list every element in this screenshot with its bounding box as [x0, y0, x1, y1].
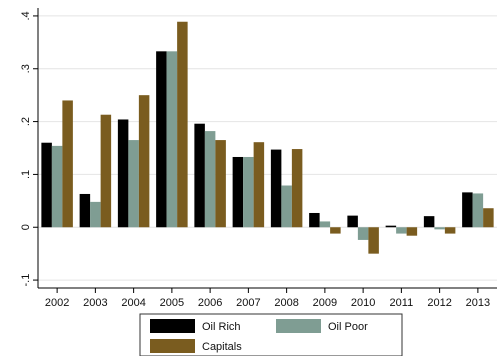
- axes: -.1 0 .1 .2 .3 .4 2002 2003 2004 2005 2006 2007 2008…: [20, 8, 497, 309]
- bar-capitals-2010: [368, 227, 379, 254]
- legend: Oil Rich Oil Poor Capitals: [139, 313, 403, 356]
- bars: [41, 21, 494, 254]
- bar-oil-rich-2012: [423, 216, 435, 228]
- x-tick-label: 2004: [121, 297, 145, 309]
- bar-oil-rich-2004: [117, 119, 129, 228]
- bar-oil-rich-2003: [79, 193, 91, 228]
- x-tick-label: 2010: [351, 297, 375, 309]
- y-tick-label: .2: [20, 117, 32, 126]
- y-tick-label: 0: [20, 224, 32, 230]
- x-tick-label: 2012: [427, 297, 451, 309]
- legend-label: Oil Rich: [202, 321, 241, 333]
- bar-oil-rich-2013: [462, 192, 473, 228]
- bar-capitals-2008: [291, 149, 303, 228]
- bar-oil-poor-2012: [434, 227, 445, 230]
- bar-oil-poor-2005: [166, 51, 178, 228]
- bar-oil-poor-2013: [472, 193, 484, 228]
- bar-capitals-2007: [253, 142, 265, 228]
- bar-capitals-2009: [330, 227, 341, 234]
- legend-swatch-oil-rich: [150, 319, 195, 333]
- gridlines: [38, 15, 497, 281]
- bar-oil-rich-2009: [309, 212, 320, 228]
- x-tick-label: 2009: [313, 297, 337, 309]
- bar-oil-poor-2003: [90, 201, 101, 228]
- legend-swatch-oil-poor: [276, 319, 321, 333]
- bar-oil-rich-2011: [385, 225, 397, 228]
- bar-oil-rich-2008: [270, 149, 282, 228]
- bar-capitals-2012: [444, 227, 456, 234]
- y-tick-label: -.1: [20, 274, 32, 287]
- bar-capitals-2006: [215, 140, 226, 228]
- bar-oil-rich-2005: [156, 51, 167, 228]
- bar-oil-rich-2007: [232, 156, 244, 228]
- bar-oil-poor-2011: [396, 227, 407, 234]
- bar-oil-rich-2010: [347, 215, 358, 228]
- bar-oil-rich-2006: [194, 123, 205, 228]
- bar-oil-poor-2009: [319, 221, 331, 228]
- x-tick-label: 2006: [198, 297, 222, 309]
- bar-capitals-2003: [100, 114, 112, 228]
- x-tick-label: 2005: [160, 297, 184, 309]
- bar-capitals-2002: [62, 100, 73, 228]
- x-tick-label: 2008: [274, 297, 298, 309]
- legend-swatch-capitals: [150, 339, 195, 353]
- x-tick-label: 2007: [236, 297, 260, 309]
- legend-label: Capitals: [202, 341, 242, 353]
- bar-oil-poor-2004: [128, 140, 139, 228]
- y-tick-label: .1: [20, 170, 32, 179]
- bar-oil-poor-2002: [51, 145, 63, 228]
- bar-oil-poor-2006: [204, 131, 216, 228]
- x-tick-label: 2003: [83, 297, 107, 309]
- bar-capitals-2005: [177, 21, 188, 228]
- bar-oil-poor-2008: [281, 185, 292, 228]
- bar-oil-poor-2010: [357, 227, 369, 240]
- bar-capitals-2013: [483, 208, 494, 228]
- x-tick-label: 2011: [390, 297, 414, 309]
- bar-oil-poor-2007: [243, 156, 254, 228]
- y-tick-label: .3: [20, 64, 32, 73]
- x-tick-label: 2013: [466, 297, 490, 309]
- bar-oil-rich-2002: [41, 142, 52, 228]
- bar-capitals-2011: [406, 227, 418, 236]
- legend-label: Oil Poor: [328, 321, 368, 333]
- bar-capitals-2004: [138, 95, 150, 228]
- y-tick-label: .4: [20, 11, 32, 20]
- x-tick-label: 2002: [45, 297, 69, 309]
